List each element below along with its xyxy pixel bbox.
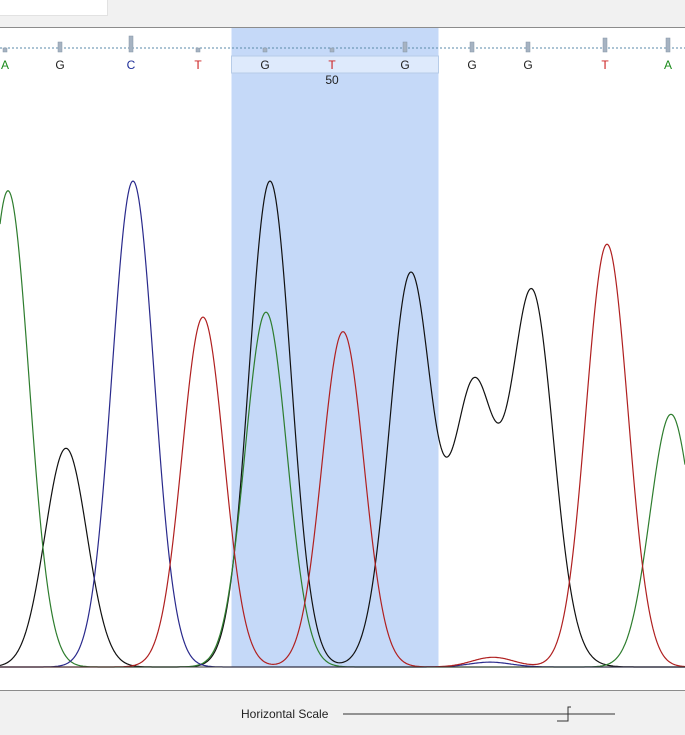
quality-bar bbox=[2, 47, 8, 53]
horizontal-scale-slider[interactable] bbox=[0, 700, 685, 730]
quality-bar bbox=[128, 35, 134, 53]
quality-bar bbox=[602, 37, 608, 53]
base-call-label[interactable]: A bbox=[1, 58, 9, 72]
trace-g bbox=[0, 180, 685, 668]
base-call-label[interactable]: G bbox=[400, 58, 409, 72]
quality-bar bbox=[195, 47, 201, 53]
base-call-label[interactable]: T bbox=[601, 58, 609, 72]
base-call-label[interactable]: T bbox=[328, 58, 336, 72]
quality-bar bbox=[525, 41, 531, 53]
base-call-label[interactable]: A bbox=[664, 58, 672, 72]
base-call-label[interactable]: G bbox=[260, 58, 269, 72]
base-call-label[interactable]: G bbox=[523, 58, 532, 72]
position-number-label: 50 bbox=[325, 73, 339, 87]
quality-bar bbox=[262, 47, 268, 53]
selection-highlight[interactable] bbox=[231, 28, 439, 667]
quality-bar bbox=[329, 47, 335, 53]
base-call-label[interactable]: G bbox=[467, 58, 476, 72]
top-tab[interactable] bbox=[0, 0, 108, 16]
quality-bar bbox=[469, 41, 475, 53]
quality-bar bbox=[57, 41, 63, 53]
base-call-label[interactable]: C bbox=[127, 58, 136, 72]
horizontal-scale-thumb[interactable] bbox=[557, 706, 571, 722]
electropherogram-chart: A G C T G T G G G T A 50 bbox=[0, 28, 685, 668]
selection-label-band bbox=[231, 55, 439, 74]
quality-bar bbox=[402, 41, 408, 53]
base-call-label[interactable]: T bbox=[194, 58, 202, 72]
quality-bar bbox=[665, 37, 671, 53]
horizontal-scale-label: Horizontal Scale bbox=[241, 707, 329, 721]
base-call-label[interactable]: G bbox=[55, 58, 64, 72]
